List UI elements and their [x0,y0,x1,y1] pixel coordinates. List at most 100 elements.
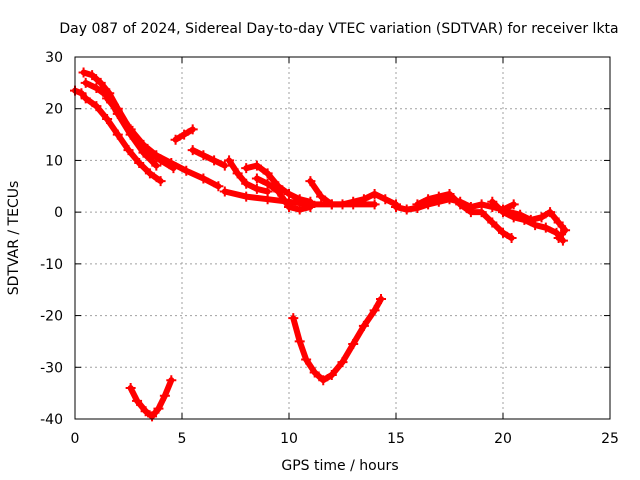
data-point [545,207,556,218]
x-tick-label: 5 [178,431,187,447]
data-point [125,124,136,135]
data-point [504,207,515,218]
data-point [179,129,190,140]
data-point [140,406,151,417]
data-point [87,70,98,81]
data-point [391,201,401,212]
data-point [553,233,564,243]
data-point [144,168,155,179]
y-axis-label: SDTVAR / TECUs [6,181,22,296]
data-point [187,124,198,135]
y-tick-label: 10 [45,153,63,169]
data-point [380,194,391,205]
data-point [540,222,551,233]
x-axis-label: GPS time / hours [281,458,398,474]
data-point [369,305,380,316]
series-arc-15 [504,207,571,243]
data-point [358,320,369,331]
series-line [414,191,515,241]
x-tick-label: 10 [280,431,298,447]
data-point [102,93,113,104]
data-point [262,194,273,205]
y-tick-label: -20 [40,309,63,325]
data-point [80,77,91,88]
data-point [95,77,106,88]
data-point [198,173,209,184]
data-point [102,114,113,125]
x-tick-label: 20 [494,431,512,447]
series-arc-16 [125,375,177,422]
data-point [401,204,412,215]
data-point [412,199,423,210]
series-arc-10 [251,173,316,215]
data-point [476,207,487,218]
series-arc-4 [102,93,224,192]
data-point [316,191,327,202]
series-arc-17 [288,294,387,386]
data-point [284,189,294,200]
axis-ticks: 0 5 10 15 20 25 -40 -30 -20 -10 0 10 20 30 [40,50,619,447]
data-point [337,357,348,368]
data-point [170,134,181,145]
series-arc-1 [70,85,166,187]
data-point [348,196,359,207]
data-point [112,106,123,117]
data-point [358,194,369,205]
data-point [506,233,517,243]
x-tick-label: 0 [71,431,80,447]
data-point [284,201,294,212]
data-point [376,294,387,305]
data-point [219,160,230,171]
x-tick-label: 25 [601,431,619,447]
data-point [151,160,162,171]
data-point [369,199,380,210]
data-point [301,354,312,365]
x-tick-label: 15 [387,431,405,447]
data-point [273,186,284,197]
data-point [76,88,87,99]
data-point [309,367,320,378]
data-point [337,199,348,210]
data-point [348,339,359,350]
data-point [138,139,149,150]
y-tick-label: 30 [45,50,63,66]
series-arc-6 [187,145,230,171]
y-tick-label: -40 [40,412,63,428]
series-line [72,87,164,185]
data-point [241,178,252,189]
data-point [423,194,434,205]
data-point [151,150,162,161]
y-tick-label: -10 [40,257,63,273]
data-point [326,199,337,210]
data-point [112,129,123,140]
data-point [219,186,230,197]
data-point [294,336,305,347]
data-point [132,395,143,406]
series-arc-5 [170,124,198,145]
data-point [134,158,145,169]
data-point [251,173,262,184]
data-point [536,212,547,223]
data-point [159,390,170,401]
data-point [241,163,252,174]
data-point [91,83,102,94]
data-point [455,199,466,210]
data-point [465,207,476,218]
data-point [224,155,235,166]
data-point [262,178,273,189]
data-point [155,176,166,187]
data-point [508,199,519,210]
chart-title: Day 087 of 2024, Sidereal Day-to-day VTE… [59,21,618,37]
data-point [262,168,273,179]
data-point [294,204,305,215]
data-point [241,191,252,202]
data-point [198,150,209,161]
data-series [70,67,571,422]
data-point [487,217,498,228]
data-point [294,194,305,205]
plot-frame [74,56,611,420]
data-point [305,201,316,212]
data-point [515,209,526,220]
